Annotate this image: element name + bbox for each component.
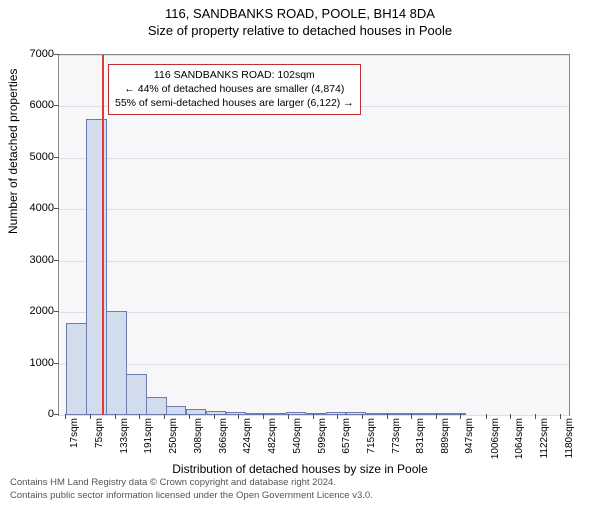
- ytick-mark: [54, 157, 59, 158]
- histogram-bar: [406, 413, 426, 415]
- xtick-label: 947sqm: [464, 418, 475, 460]
- ytick-mark: [54, 105, 59, 106]
- ytick-label: 7000: [14, 48, 54, 60]
- xtick-label: 308sqm: [193, 418, 204, 460]
- xtick-mark: [189, 414, 190, 419]
- footer-line1: Contains HM Land Registry data © Crown c…: [10, 477, 373, 489]
- xtick-label: 599sqm: [317, 418, 328, 460]
- ytick-label: 4000: [14, 202, 54, 214]
- ytick-label: 0: [14, 408, 54, 420]
- xtick-mark: [486, 414, 487, 419]
- subject-marker-line: [102, 55, 104, 415]
- xtick-mark: [90, 414, 91, 419]
- xtick-label: 75sqm: [94, 418, 105, 460]
- xtick-mark: [164, 414, 165, 419]
- ytick-label: 1000: [14, 357, 54, 369]
- ytick-label: 5000: [14, 151, 54, 163]
- histogram-bar: [446, 413, 466, 415]
- gridline: [59, 261, 569, 262]
- gridline: [59, 415, 569, 416]
- ytick-mark: [54, 54, 59, 55]
- footer-line2: Contains public sector information licen…: [10, 490, 373, 502]
- gridline: [59, 55, 569, 56]
- xtick-mark: [115, 414, 116, 419]
- xtick-label: 366sqm: [218, 418, 229, 460]
- gridline: [59, 158, 569, 159]
- gridline: [59, 364, 569, 365]
- xtick-mark: [560, 414, 561, 419]
- ytick-mark: [54, 208, 59, 209]
- histogram-bar: [326, 412, 346, 415]
- gridline: [59, 312, 569, 313]
- footer-attribution: Contains HM Land Registry data © Crown c…: [10, 477, 373, 502]
- xtick-label: 191sqm: [143, 418, 154, 460]
- xtick-label: 831sqm: [415, 418, 426, 460]
- histogram-bar: [266, 413, 286, 415]
- callout-line1: 116 SANDBANKS ROAD: 102sqm: [115, 68, 354, 82]
- chart-container: 116, SANDBANKS ROAD, POOLE, BH14 8DA Siz…: [0, 6, 600, 506]
- histogram-bar: [106, 311, 126, 415]
- xtick-mark: [436, 414, 437, 419]
- xtick-mark: [288, 414, 289, 419]
- xtick-label: 715sqm: [366, 418, 377, 460]
- xtick-mark: [263, 414, 264, 419]
- gridline: [59, 209, 569, 210]
- xtick-label: 1006sqm: [490, 418, 501, 460]
- chart-title-sub: Size of property relative to detached ho…: [0, 23, 600, 38]
- xtick-mark: [387, 414, 388, 419]
- xtick-label: 657sqm: [341, 418, 352, 460]
- xtick-label: 482sqm: [267, 418, 278, 460]
- xtick-label: 250sqm: [168, 418, 179, 460]
- ytick-mark: [54, 363, 59, 364]
- xtick-mark: [337, 414, 338, 419]
- ytick-label: 2000: [14, 305, 54, 317]
- ytick-label: 3000: [14, 254, 54, 266]
- histogram-bar: [286, 412, 306, 415]
- histogram-bar: [166, 406, 186, 415]
- xtick-label: 1180sqm: [564, 418, 575, 460]
- xtick-label: 1064sqm: [514, 418, 525, 460]
- histogram-bar: [346, 412, 366, 415]
- xtick-mark: [535, 414, 536, 419]
- ytick-mark: [54, 311, 59, 312]
- ytick-mark: [54, 260, 59, 261]
- xtick-mark: [214, 414, 215, 419]
- xtick-mark: [510, 414, 511, 419]
- histogram-bar: [366, 413, 386, 415]
- ytick-mark: [54, 414, 59, 415]
- histogram-bar: [126, 374, 146, 415]
- chart-title-main: 116, SANDBANKS ROAD, POOLE, BH14 8DA: [0, 6, 600, 21]
- xtick-mark: [139, 414, 140, 419]
- histogram-bar: [206, 411, 226, 415]
- xtick-mark: [362, 414, 363, 419]
- xtick-mark: [65, 414, 66, 419]
- x-axis-title: Distribution of detached houses by size …: [0, 462, 600, 476]
- histogram-bar: [66, 323, 86, 415]
- xtick-label: 540sqm: [292, 418, 303, 460]
- xtick-label: 889sqm: [440, 418, 451, 460]
- xtick-label: 424sqm: [242, 418, 253, 460]
- histogram-bar: [386, 413, 406, 415]
- xtick-mark: [313, 414, 314, 419]
- xtick-label: 1122sqm: [539, 418, 550, 460]
- xtick-label: 133sqm: [119, 418, 130, 460]
- histogram-bar: [146, 397, 166, 415]
- xtick-mark: [460, 414, 461, 419]
- histogram-bar: [226, 412, 246, 415]
- histogram-bar: [306, 413, 326, 415]
- xtick-mark: [411, 414, 412, 419]
- xtick-label: 773sqm: [391, 418, 402, 460]
- ytick-label: 6000: [14, 99, 54, 111]
- xtick-label: 17sqm: [69, 418, 80, 460]
- callout-box: 116 SANDBANKS ROAD: 102sqm ← 44% of deta…: [108, 64, 361, 115]
- xtick-mark: [238, 414, 239, 419]
- callout-line2: ← 44% of detached houses are smaller (4,…: [115, 82, 354, 96]
- callout-line3: 55% of semi-detached houses are larger (…: [115, 96, 354, 110]
